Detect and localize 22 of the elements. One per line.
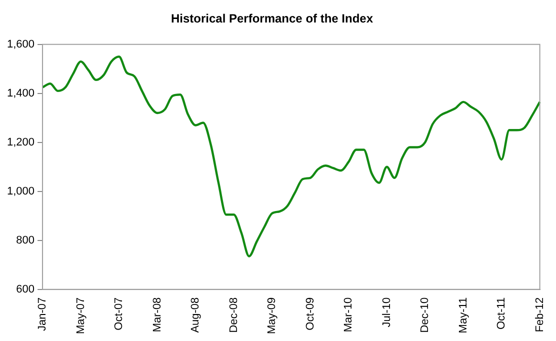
x-tick-label: Oct-09 — [304, 297, 316, 330]
x-tick-label: Dec-08 — [228, 297, 240, 333]
x-tick-label: Jul-10 — [380, 297, 393, 328]
x-tick-label: Aug-08 — [190, 297, 202, 333]
x-tick-label: Feb-12 — [534, 297, 546, 332]
y-tick-label: 1,000 — [6, 185, 35, 198]
y-tick-label: 600 — [16, 283, 35, 296]
x-tick-label: Mar-08 — [151, 297, 164, 332]
x-tick-label: May-09 — [266, 297, 278, 334]
x-tick-label: Oct-11 — [496, 297, 508, 330]
x-tick-label: May-11 — [457, 297, 470, 334]
line-series — [41, 56, 541, 258]
y-tick-label: 1,600 — [6, 38, 35, 50]
y-tick-label: 800 — [16, 234, 35, 246]
x-tick-label: Mar-10 — [342, 297, 355, 332]
y-tick-label: 1,400 — [6, 87, 35, 100]
x-tick-label: Jan-07 — [36, 297, 49, 331]
x-tick-label: Oct-07 — [113, 297, 126, 330]
x-tick-label: May-07 — [74, 297, 87, 334]
x-tick-label: Dec-10 — [419, 297, 432, 333]
chart-title: Historical Performance of the Index — [170, 12, 374, 26]
y-tick-label: 1,200 — [6, 136, 35, 148]
